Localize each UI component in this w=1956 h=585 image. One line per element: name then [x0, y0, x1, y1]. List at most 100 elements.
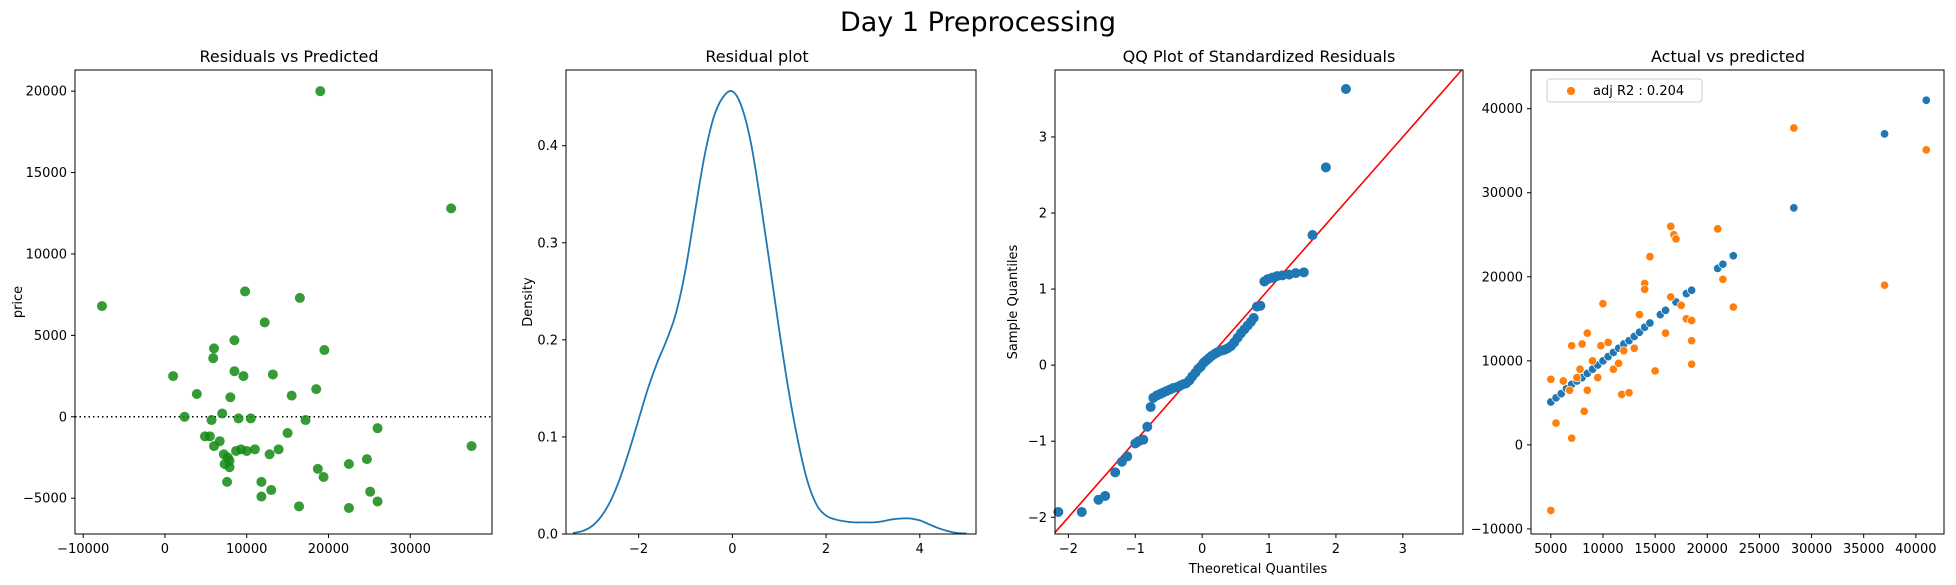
predicted-point [1728, 302, 1738, 312]
x-tick-label: 3 [1399, 542, 1407, 557]
residual-point [361, 454, 372, 465]
residual-point [168, 371, 179, 382]
y-tick-label: 20000 [26, 85, 67, 100]
predicted-point [1687, 315, 1697, 326]
qq-point [1145, 401, 1156, 412]
predicted-point [1596, 341, 1606, 351]
actual-point [1687, 285, 1697, 295]
x-tick-label: 10000 [226, 542, 267, 557]
predicted-point [1676, 300, 1686, 310]
legend: adj R2 : 0.204 [1546, 78, 1703, 103]
predicted-point [1713, 224, 1723, 234]
predicted-point [1666, 221, 1676, 231]
residual-point [446, 203, 457, 214]
legend-label: adj R2 : 0.204 [1593, 84, 1684, 99]
predicted-point [1546, 505, 1556, 516]
qq-point [1307, 230, 1318, 241]
residual-point [209, 441, 219, 452]
x-tick-label: 35000 [1843, 542, 1884, 557]
residual-point [312, 463, 323, 474]
density-curve [572, 90, 967, 534]
x-tick-label: 30000 [390, 542, 431, 557]
predicted-point [1572, 373, 1582, 383]
predicted-point [1603, 337, 1613, 347]
residual-point [240, 286, 251, 297]
qq-reference-line [1055, 70, 1463, 534]
qq-point [1076, 506, 1087, 517]
x-tick-label: 20000 [1687, 542, 1728, 557]
predicted-point [1640, 284, 1650, 294]
residual-point [200, 431, 211, 442]
qq-point [1340, 84, 1351, 95]
x-tick-label: 10000 [1582, 542, 1623, 557]
y-tick-label: 20000 [1482, 270, 1523, 285]
panel-4-plot-area: 5000 10000 15000 20000 25000 30000 35000 40000 −… [1471, 95, 1937, 557]
panel-2-title: Residual plot [705, 47, 808, 66]
x-tick-label: −2 [629, 542, 648, 557]
qq-point [1320, 162, 1331, 173]
y-tick-label: 0 [59, 410, 67, 425]
residual-point [256, 491, 267, 502]
residual-point [267, 369, 278, 380]
x-tick-label: 0 [728, 542, 736, 557]
predicted-point [1921, 145, 1931, 155]
y-tick-label: 10000 [1482, 354, 1523, 369]
residual-point [209, 343, 219, 354]
panel-3-xlabel: Theoretical Quantiles [1188, 562, 1328, 577]
y-tick-label: 0.3 [537, 236, 558, 251]
actual-point [1880, 129, 1890, 139]
panel-1-frame [74, 69, 493, 535]
x-tick-label: 5000 [1534, 542, 1567, 557]
x-tick-label: −10000 [57, 542, 109, 557]
qq-point [1138, 434, 1149, 445]
residual-point [372, 423, 383, 434]
residual-point [191, 388, 202, 399]
residual-point [229, 366, 240, 377]
residual-point [294, 501, 305, 512]
x-tick-label: −2 [1059, 542, 1078, 557]
residual-point [300, 415, 311, 426]
predicted-point [1614, 358, 1624, 368]
predicted-point [1546, 374, 1556, 384]
residual-point [372, 496, 383, 507]
predicted-point [1577, 339, 1587, 349]
residual-point [245, 413, 256, 424]
y-tick-label: 1 [1039, 283, 1047, 298]
y-tick-label: 15000 [26, 166, 67, 181]
qq-point [1100, 490, 1111, 501]
predicted-point [1666, 292, 1676, 302]
predicted-point [1687, 359, 1697, 369]
panel-1-ylabel: price [11, 286, 26, 318]
residual-point [273, 444, 284, 455]
predicted-point [1558, 376, 1568, 386]
qq-point [1248, 312, 1259, 323]
y-tick-label: 0.1 [537, 430, 558, 445]
predicted-point [1582, 385, 1592, 395]
residual-point [318, 472, 329, 483]
residual-point [249, 444, 260, 455]
residual-point [206, 415, 217, 426]
y-tick-label: −1 [1028, 435, 1047, 450]
residual-point [208, 353, 219, 364]
figure-title: Day 1 Preprocessing [840, 7, 1116, 38]
y-tick-label: 0 [1039, 359, 1047, 374]
residual-point [233, 413, 244, 424]
residual-point [217, 408, 228, 419]
x-tick-label: 30000 [1791, 542, 1832, 557]
residual-point [343, 458, 354, 469]
legend-box [1546, 78, 1703, 103]
residual-point [311, 384, 322, 395]
panel-1-title: Residuals vs Predicted [200, 47, 379, 66]
y-tick-label: 0 [1515, 438, 1523, 453]
predicted-point [1579, 406, 1589, 416]
residual-point [224, 462, 235, 473]
predicted-point [1660, 328, 1671, 338]
x-tick-label: 1 [1265, 542, 1273, 557]
y-tick-label: 0.4 [537, 139, 558, 154]
x-tick-label: 4 [916, 542, 924, 557]
predicted-point [1619, 346, 1629, 356]
actual-point [1660, 305, 1671, 315]
residual-point [315, 86, 326, 97]
residual-point [241, 445, 252, 456]
